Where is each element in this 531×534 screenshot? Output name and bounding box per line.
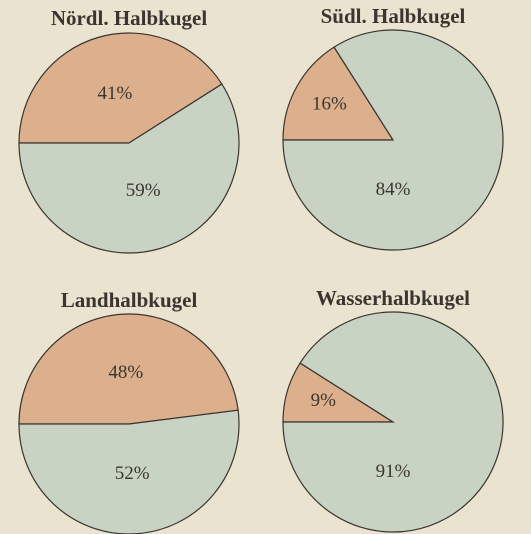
pie-title: Nördl. Halbkugel bbox=[51, 6, 208, 30]
slice-label: 59% bbox=[126, 180, 161, 201]
slice-label: 84% bbox=[376, 179, 411, 200]
pie-slice bbox=[18, 83, 240, 254]
pie-slice bbox=[282, 46, 395, 141]
pie-title: Südl. Halbkugel bbox=[321, 4, 466, 28]
pie-slice bbox=[18, 313, 239, 425]
pie-title: Wasserhalbkugel bbox=[316, 286, 470, 310]
slice-label: 91% bbox=[376, 461, 411, 482]
pie-slice bbox=[18, 32, 223, 144]
pie-slice bbox=[282, 311, 504, 533]
pie-slice bbox=[282, 29, 504, 251]
slice-label: 48% bbox=[108, 362, 143, 383]
slice-label: 41% bbox=[97, 83, 132, 104]
slice-label: 9% bbox=[311, 390, 337, 411]
slice-label: 16% bbox=[312, 93, 347, 114]
pie-title: Landhalbkugel bbox=[61, 288, 198, 312]
slice-label: 52% bbox=[115, 463, 150, 484]
